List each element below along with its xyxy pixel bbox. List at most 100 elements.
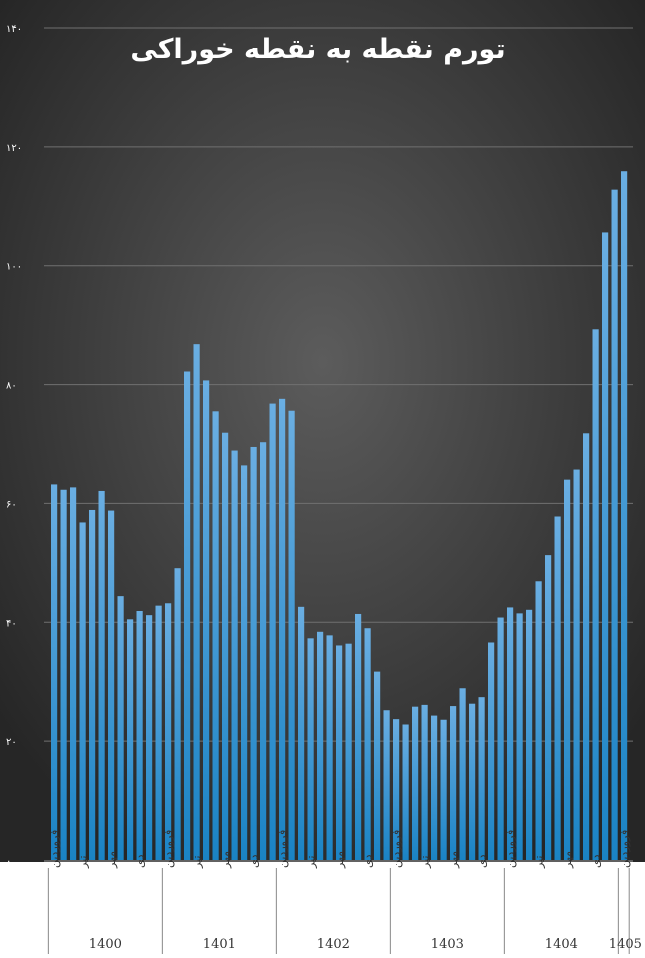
month-label: دی bbox=[248, 854, 261, 868]
bar bbox=[241, 465, 248, 860]
month-label: دی bbox=[362, 854, 375, 868]
month-label: دی bbox=[476, 854, 489, 868]
bar bbox=[402, 724, 409, 860]
bar bbox=[621, 171, 628, 861]
month-label: مهر bbox=[219, 851, 232, 869]
bar bbox=[412, 706, 419, 860]
year-label: 1402 bbox=[317, 937, 350, 952]
month-label: فروردین bbox=[162, 830, 175, 868]
bar bbox=[326, 635, 333, 860]
bar bbox=[611, 189, 618, 860]
bar bbox=[545, 555, 552, 860]
bar bbox=[497, 617, 504, 860]
bars bbox=[51, 171, 628, 861]
bar bbox=[60, 489, 67, 860]
bar bbox=[317, 631, 324, 860]
bar bbox=[393, 719, 400, 860]
bar bbox=[260, 442, 267, 860]
month-label: تیر bbox=[419, 856, 432, 869]
bar bbox=[374, 671, 381, 860]
bar bbox=[440, 719, 447, 860]
month-label: فروردین bbox=[390, 830, 403, 868]
bar bbox=[355, 613, 362, 860]
y-tick-label: ۴۰ bbox=[6, 618, 17, 629]
gridlines: ۰ ۲۰ ۴۰ ۶۰ ۸۰ ۱۰۰ ۱۲۰ ۱۴۰ bbox=[6, 24, 633, 867]
bar bbox=[592, 329, 599, 860]
bar bbox=[345, 643, 352, 860]
bar bbox=[421, 704, 428, 860]
bar bbox=[526, 609, 533, 860]
bar bbox=[269, 403, 276, 860]
month-label: تیر bbox=[533, 856, 546, 869]
month-label: فروردین bbox=[504, 830, 517, 868]
y-tick-label: ۲۰ bbox=[6, 737, 17, 748]
y-tick-label: ۸۰ bbox=[6, 381, 17, 392]
month-label: مهر bbox=[561, 851, 574, 869]
bar bbox=[127, 619, 134, 860]
month-label: فروردین bbox=[618, 830, 631, 868]
y-tick-label: ۱۰۰ bbox=[6, 262, 22, 273]
month-label: مهر bbox=[333, 851, 346, 869]
month-label: مهر bbox=[105, 851, 118, 869]
bar bbox=[155, 605, 162, 860]
month-label: تیر bbox=[191, 856, 204, 869]
bar bbox=[307, 638, 314, 860]
bar bbox=[203, 380, 210, 860]
month-label: تیر bbox=[305, 856, 318, 869]
bar bbox=[231, 450, 238, 860]
year-label: 1403 bbox=[431, 937, 464, 952]
year-label: 1401 bbox=[203, 937, 236, 952]
y-tick-label: ۶۰ bbox=[6, 499, 17, 510]
y-tick-label: ۱۲۰ bbox=[6, 143, 22, 154]
bar bbox=[108, 510, 115, 860]
bar bbox=[602, 232, 609, 861]
y-tick-label: ۰ bbox=[6, 856, 11, 867]
bar bbox=[535, 581, 542, 860]
bar bbox=[298, 606, 305, 860]
bar bbox=[431, 715, 438, 860]
bar bbox=[364, 628, 371, 860]
bar bbox=[146, 615, 153, 860]
bar bbox=[89, 509, 96, 860]
bar bbox=[184, 371, 191, 860]
bar bbox=[478, 697, 485, 860]
bar bbox=[516, 613, 523, 860]
bar bbox=[212, 411, 219, 860]
bar bbox=[383, 710, 390, 860]
bar bbox=[193, 344, 200, 860]
bar bbox=[117, 596, 124, 860]
bar bbox=[174, 568, 181, 860]
x-axis: فروردین تیر مهر دی 1400 فروردین تیر مهر دی 1401 فر… bbox=[44, 830, 642, 954]
month-label: تیر bbox=[77, 856, 90, 869]
year-label: 1400 bbox=[89, 937, 122, 952]
year-label: 1405 bbox=[609, 937, 642, 952]
month-label: دی bbox=[590, 854, 603, 868]
bar bbox=[98, 490, 105, 860]
month-label: فروردین bbox=[48, 830, 61, 868]
y-tick-label: ۱۴۰ bbox=[6, 24, 22, 35]
bar bbox=[250, 446, 257, 860]
month-label: مهر bbox=[447, 851, 460, 869]
bar bbox=[79, 522, 86, 860]
bar bbox=[165, 603, 172, 860]
bar bbox=[469, 703, 476, 860]
bar bbox=[583, 433, 590, 860]
bar bbox=[336, 645, 343, 860]
bar bbox=[564, 479, 571, 860]
chart-title: تورم نقطه به نقطه خوراکی bbox=[130, 34, 505, 65]
axis-area-background bbox=[0, 862, 645, 958]
bar bbox=[488, 642, 495, 860]
month-label: فروردین bbox=[276, 830, 289, 868]
bar bbox=[459, 688, 466, 860]
bar bbox=[288, 410, 295, 860]
bar bbox=[507, 607, 514, 860]
month-label: دی bbox=[134, 854, 147, 868]
bar bbox=[51, 484, 58, 860]
bar bbox=[450, 706, 457, 860]
bar bbox=[222, 432, 229, 860]
bar bbox=[136, 610, 143, 860]
year-label: 1404 bbox=[545, 937, 578, 952]
bar bbox=[70, 487, 77, 860]
